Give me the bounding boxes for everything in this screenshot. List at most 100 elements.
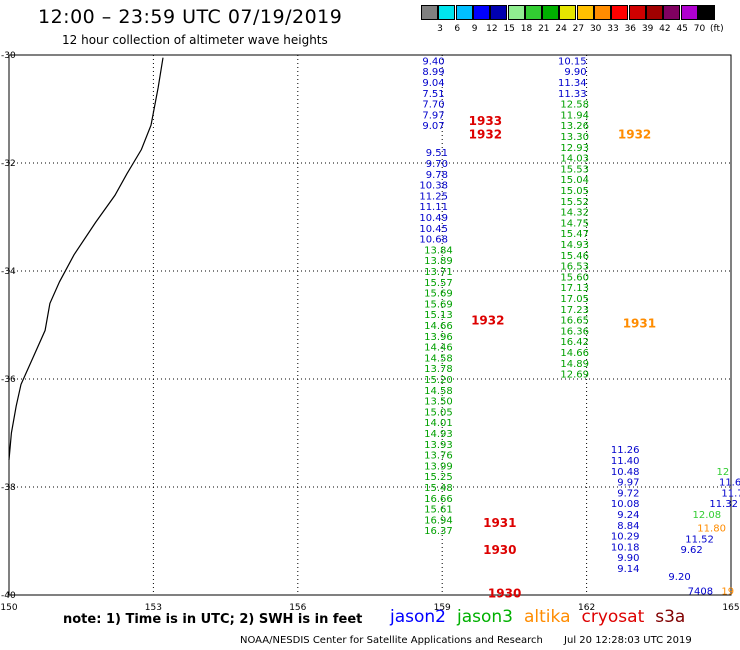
lon-tick-label: 153 (145, 603, 162, 613)
wave-height-label: 19 (721, 587, 734, 598)
wave-height-label: 11.26 (611, 445, 640, 456)
wave-height-label: 15.05 (424, 407, 453, 418)
wave-height-label: 15.69 (424, 289, 453, 300)
scale-label: 15 (503, 24, 515, 34)
lat-tick-label: -30 (1, 51, 16, 61)
scale-swatch (645, 5, 663, 20)
wave-height-label: 13.93 (424, 440, 453, 451)
wave-height-label: 15.52 (560, 197, 589, 208)
map-frame (8, 54, 732, 596)
scale-label: 45 (676, 24, 688, 34)
wave-height-label: 14.03 (560, 154, 589, 165)
wave-height-label: 14.58 (424, 386, 453, 397)
wave-height-label: 15.69 (424, 299, 453, 310)
pass-time-label: 1931 (483, 516, 516, 530)
scale-label: 70 (693, 24, 706, 34)
map-note: note: 1) Time is in UTC; 2) SWH is in fe… (63, 612, 363, 627)
footer-org: NOAA/NESDIS Center for Satellite Applica… (240, 635, 543, 646)
lat-tick-label: -32 (1, 159, 16, 169)
scale-label: (ft) (710, 24, 724, 34)
scale-swatch (421, 5, 438, 20)
scale-label: 21 (538, 24, 550, 34)
wave-height-label: 10.15 (558, 56, 587, 67)
wave-height-label: 15.04 (560, 175, 589, 186)
wave-height-label: 13.26 (560, 121, 589, 132)
legend-jason2: jason2 (390, 607, 446, 627)
wave-height-label: 14.58 (424, 353, 453, 364)
wave-height-label: 15.61 (424, 505, 453, 516)
scale-swatch (472, 5, 490, 20)
wave-height-label: 9.24 (617, 510, 639, 521)
wave-height-label: 11.33 (558, 89, 587, 100)
scale-swatch (611, 5, 629, 20)
wave-height-label: 10.45 (419, 224, 448, 235)
wave-height-label: 16.53 (560, 262, 589, 273)
wave-height-label: 15.48 (424, 483, 453, 494)
pass-time-label: 1931 (623, 316, 656, 330)
wave-height-label: 10.49 (419, 213, 448, 224)
wave-height-label: 15.20 (424, 375, 453, 386)
wave-height-label: 14.01 (424, 418, 453, 429)
wave-height-label: 7.51 (422, 89, 444, 100)
wave-height-label: 10.38 (419, 181, 448, 192)
coastline (8, 57, 164, 461)
scale-swatch (663, 5, 681, 20)
wave-height-label: 13.30 (560, 132, 589, 143)
wave-height-label: 14.75 (560, 218, 589, 229)
wave-height-label: 13.50 (424, 397, 453, 408)
scale-swatch (576, 5, 594, 20)
scale-label: 3 (437, 24, 443, 34)
wave-height-label: 16.37 (424, 526, 453, 537)
legend-altika: altika (524, 607, 571, 627)
wave-height-label: 12.93 (560, 143, 589, 154)
wave-height-label: 13.84 (424, 245, 453, 256)
wave-height-label: 12.08 (692, 510, 721, 521)
scale-swatch (680, 5, 698, 20)
legend-jason3: jason3 (457, 607, 513, 627)
scale-swatch (507, 5, 525, 20)
wave-height-label: 14.32 (560, 208, 589, 219)
wave-height-label: 9.20 (668, 572, 690, 583)
scale-label: 6 (454, 24, 461, 34)
wave-height-label: 16.36 (560, 326, 589, 337)
wave-height-label: 14.66 (424, 321, 453, 332)
wave-height-label: 15.05 (560, 186, 589, 197)
wave-height-label: 9.72 (617, 488, 639, 499)
wave-height-label: 8.99 (422, 67, 444, 78)
wave-height-label: 11.52 (685, 534, 714, 545)
wave-height-label: 13.71 (424, 267, 453, 278)
scale-label: 24 (555, 24, 567, 34)
scale-label: 18 (520, 24, 533, 34)
wave-height-label: 12 (717, 467, 730, 478)
wave-height-label: 7.97 (422, 110, 444, 121)
wave-height-label: 11.32 (709, 499, 738, 510)
legend-s3a: s3a (655, 607, 686, 627)
scale-swatch (490, 5, 508, 20)
scale-label: 39 (641, 24, 654, 34)
scale-swatch (542, 5, 560, 20)
wave-height-label: 15.60 (560, 272, 589, 283)
wave-height-label: 13.99 (424, 461, 453, 472)
wave-height-label: 10.48 (611, 467, 640, 478)
wave-height-label: 7408 (688, 587, 713, 598)
wave-height-label: 15.46 (560, 251, 589, 262)
map-title: 12:00 – 23:59 UTC 07/19/2019 (38, 6, 343, 28)
wave-height-label: 11.34 (558, 78, 587, 89)
wave-height-label: 11.7 (721, 488, 740, 499)
map-footer: NOAA/NESDIS Center for Satellite Applica… (240, 635, 710, 646)
legend-cryosat: cryosat (581, 607, 645, 627)
wave-height-label: 9.90 (617, 553, 639, 564)
scale-swatch (559, 5, 577, 20)
wave-height-label: 9.70 (426, 159, 448, 170)
wave-height-label: 10.68 (419, 235, 448, 246)
pass-time-label: 1933 (469, 114, 502, 128)
pass-time-label: 1932 (618, 127, 651, 141)
wave-height-label: 13.96 (424, 332, 453, 343)
wave-height-label: 15.53 (560, 164, 589, 175)
scale-label: 30 (589, 24, 602, 34)
scale-swatch (524, 5, 542, 20)
wave-height-label: 13.78 (424, 364, 453, 375)
wave-height-label: 9.07 (422, 121, 444, 132)
lon-tick-label: 165 (722, 603, 739, 613)
